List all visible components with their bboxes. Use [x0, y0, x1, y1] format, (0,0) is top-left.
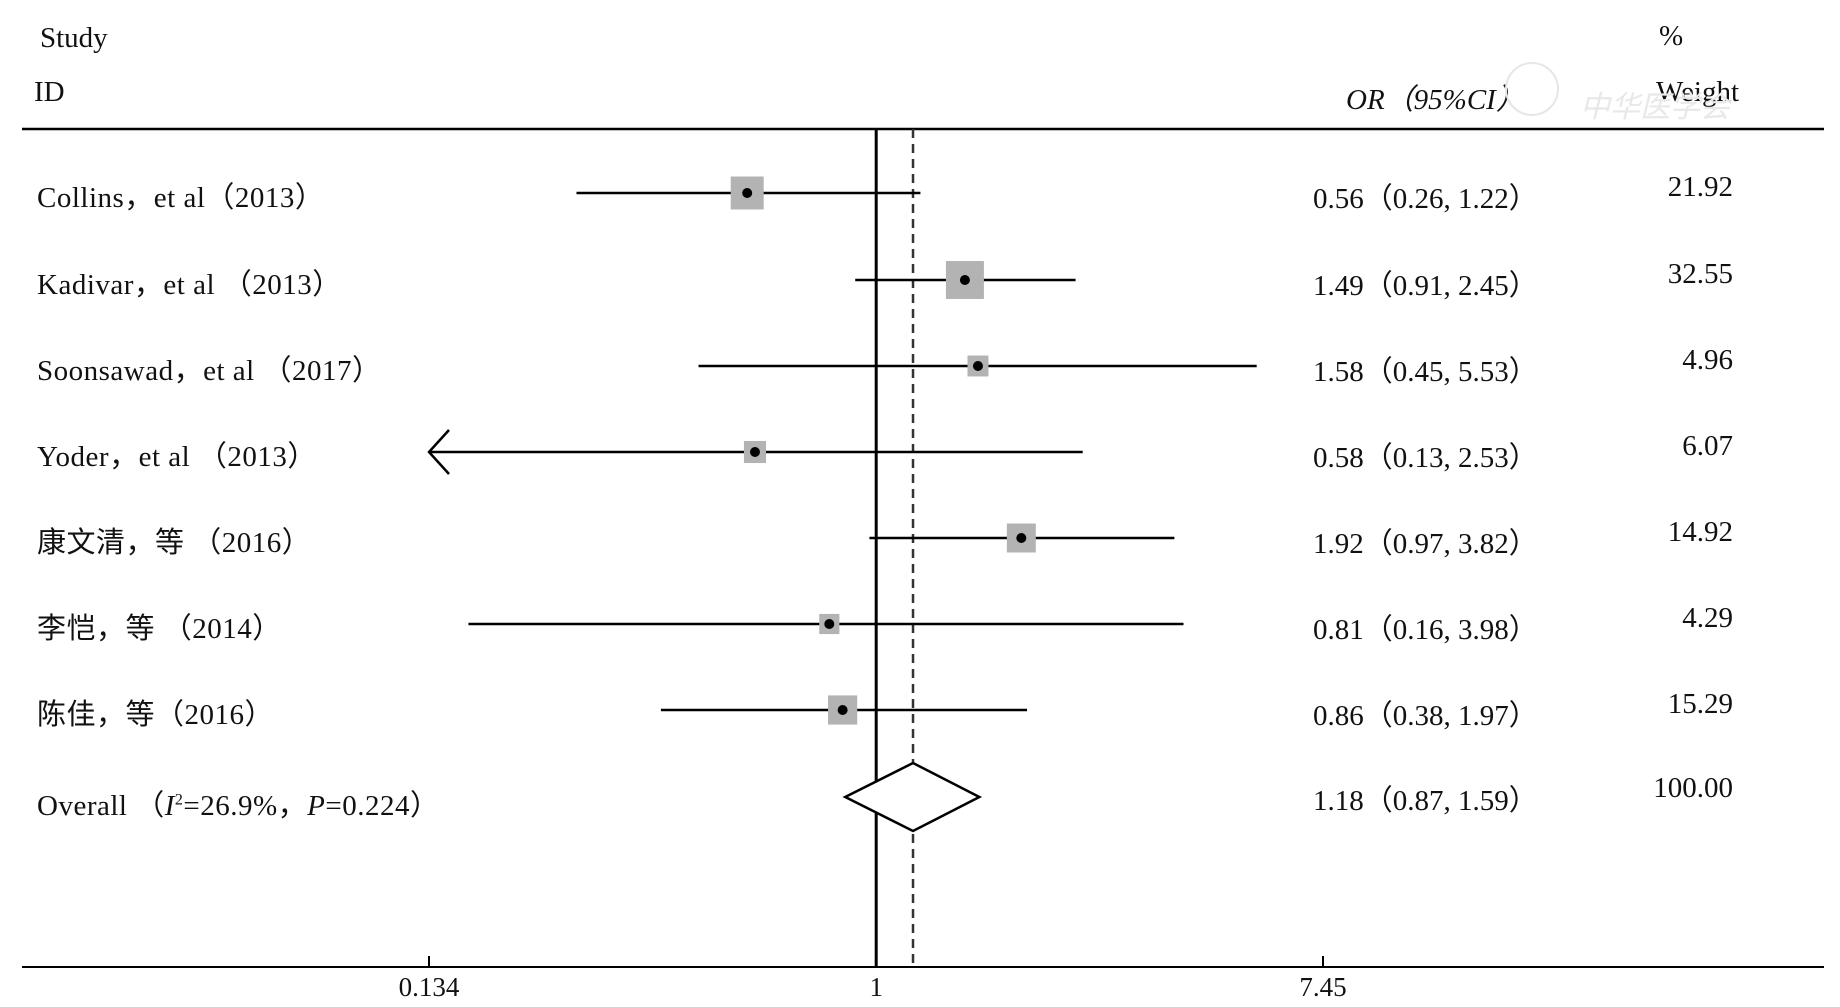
- point-estimate: [959, 275, 970, 285]
- x-tick-label: 1: [869, 972, 883, 1002]
- study-label: Collins，et al（2013）: [37, 182, 325, 214]
- overall-weight: 100.00: [1653, 772, 1733, 804]
- or-ci-header: OR（95%CI）: [1346, 76, 1525, 118]
- study-or-ci: 1.92（0.97, 3.82）: [1313, 528, 1538, 560]
- point-estimate: [972, 361, 983, 371]
- point-estimate: [742, 188, 753, 198]
- study-weight: 32.55: [1667, 258, 1733, 290]
- i2-value: =26.9%，: [183, 790, 308, 822]
- study-or-ci: 0.81（0.16, 3.98）: [1313, 614, 1538, 646]
- study-label: 李恺，等 （2014）: [37, 613, 282, 645]
- i2-symbol: I: [164, 790, 175, 822]
- study-weight: 4.29: [1682, 602, 1733, 634]
- study-or-ci: 0.86（0.38, 1.97）: [1313, 700, 1538, 732]
- study-label: Yoder，et al （2013）: [37, 441, 317, 473]
- study-weight: 15.29: [1667, 688, 1733, 720]
- study-weight: 21.92: [1667, 171, 1733, 203]
- study-weight: 4.96: [1682, 344, 1733, 376]
- weight-header: Weight: [1656, 76, 1740, 108]
- p-symbol: P: [307, 790, 326, 822]
- x-tick-label: 0.134: [398, 972, 460, 1002]
- watermark-text: 中华医学会: [1580, 91, 1730, 124]
- study-label: Kadivar，et al （2013）: [37, 269, 342, 301]
- percent-header: %: [1659, 20, 1684, 52]
- overall-label: Overall （I2=26.9%，P=0.224）: [37, 782, 439, 824]
- point-estimate: [1016, 533, 1027, 543]
- overall-diamond: [842, 761, 983, 833]
- study-or-ci: 0.58（0.13, 2.53）: [1313, 442, 1538, 474]
- point-estimate: [824, 619, 835, 629]
- study-weight: 14.92: [1667, 516, 1733, 548]
- x-tick-label: 7.45: [1299, 972, 1347, 1002]
- study-or-ci: 0.56（0.26, 1.22）: [1313, 183, 1538, 215]
- study-label: Soonsawad，et al （2017）: [37, 355, 382, 387]
- study-or-ci: 1.58（0.45, 5.53）: [1313, 356, 1538, 388]
- study-label: 康文清，等 （2016）: [37, 527, 312, 559]
- overall-ci: 1.18（0.87, 1.59）: [1313, 785, 1538, 817]
- point-estimate: [837, 705, 848, 715]
- study-label: 陈佳，等（2016）: [37, 699, 275, 731]
- study-or-ci: 1.49（0.91, 2.45）: [1313, 270, 1538, 302]
- ci-arrow: [427, 429, 450, 475]
- p-value: =0.224）: [325, 790, 440, 822]
- id-header: ID: [34, 76, 65, 108]
- i2-superscript: 2: [174, 791, 184, 809]
- watermark-seal: [1505, 62, 1559, 116]
- or-ci-header-text: OR（95%CI）: [1346, 84, 1525, 116]
- overall-label-prefix: Overall （: [37, 790, 165, 822]
- study-header: Study: [40, 22, 108, 54]
- point-estimate: [749, 447, 760, 457]
- study-weight: 6.07: [1682, 430, 1733, 462]
